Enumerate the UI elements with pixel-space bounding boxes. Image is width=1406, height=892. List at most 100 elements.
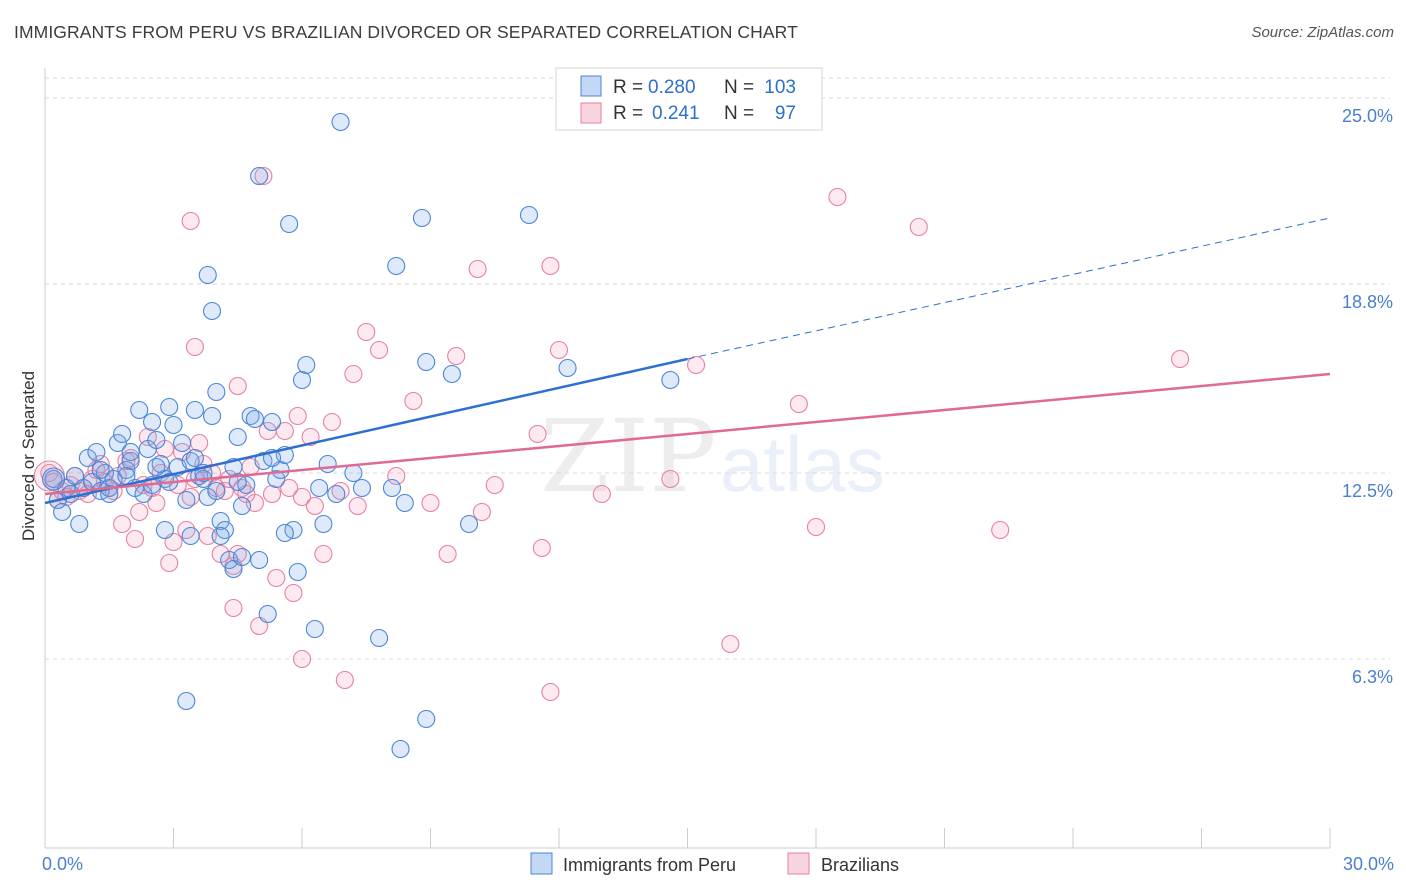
scatter-point — [232, 547, 252, 567]
legend-n-value-brazilians: 97 — [775, 103, 796, 124]
legend-n-label-brazilians: N = — [724, 103, 754, 124]
scatter-point — [404, 391, 423, 411]
scatter-point — [267, 469, 286, 489]
scatter-point — [310, 478, 329, 498]
scatter-point — [203, 406, 222, 426]
scatter-point — [53, 502, 72, 522]
scatter-point — [181, 526, 200, 546]
scatter-point — [147, 457, 166, 477]
scatter-point — [280, 478, 299, 498]
legend-r-label-peru: R = — [613, 77, 643, 98]
scatter-point — [314, 514, 333, 534]
scatter-point — [207, 481, 226, 501]
scatter-point — [262, 484, 282, 504]
scatter-point — [314, 544, 333, 564]
scatter-point — [228, 427, 247, 447]
y-tick-label: 12.5% — [1342, 481, 1393, 501]
scatter-point — [207, 382, 226, 402]
scatter-point — [370, 340, 389, 360]
scatter-point — [160, 553, 179, 573]
scatter-point — [459, 514, 479, 534]
scatter-point — [417, 709, 436, 729]
scatter-point — [250, 166, 269, 186]
scatter-point — [211, 511, 230, 531]
scatter-point — [447, 346, 466, 366]
scatter-point — [228, 376, 247, 396]
scatter-point — [828, 187, 847, 207]
scatter-point — [335, 670, 354, 690]
scatter-point — [417, 352, 436, 372]
scatter-point — [442, 364, 461, 384]
scatter-point — [687, 355, 706, 375]
scatter-point — [160, 397, 179, 417]
scatter-point — [44, 469, 63, 489]
scatter-point — [370, 628, 389, 648]
legend-n-value-peru: 103 — [764, 77, 796, 98]
scatter-point — [789, 394, 808, 414]
scatter-point — [70, 514, 89, 534]
scatter-point — [258, 604, 277, 624]
legend-bottom-label-brazilians: Brazilians — [821, 855, 899, 875]
scatter-point — [280, 214, 299, 234]
y-tick-label: 25.0% — [1342, 106, 1393, 126]
scatter-point — [224, 598, 243, 618]
scatter-point — [391, 739, 410, 759]
scatter-point — [173, 433, 192, 453]
scatter-point — [211, 526, 230, 546]
y-axis-label: Divorced or Separated — [19, 371, 38, 541]
peru-points — [42, 112, 680, 759]
scatter-point — [991, 520, 1010, 540]
scatter-point — [267, 568, 286, 588]
scatter-point — [472, 502, 491, 522]
scatter-point — [181, 211, 200, 231]
scatter-point — [250, 550, 269, 570]
scatter-point — [412, 208, 431, 228]
source-label: Source: ZipAtlas.com — [1251, 24, 1394, 41]
scatter-point — [185, 400, 204, 420]
trend-line-peru-extension — [687, 217, 1331, 360]
legend-r-label-brazilians: R = — [613, 103, 643, 124]
legend-swatch-brazilians — [580, 102, 602, 124]
scatter-point — [232, 496, 252, 516]
scatter-point — [245, 409, 264, 429]
scatter-point — [121, 442, 140, 462]
scatter-point — [387, 256, 406, 276]
scatter-point — [528, 424, 547, 444]
y-tick-label: 6.3% — [1352, 667, 1393, 687]
scatter-point — [322, 412, 342, 432]
scatter-point — [661, 469, 680, 489]
x-tick-label-min: 0.0% — [42, 854, 83, 874]
scatter-point — [468, 259, 487, 279]
scatter-point — [485, 475, 504, 495]
scatter-point — [661, 370, 680, 390]
scatter-point — [305, 496, 324, 516]
legend-n-label-peru: N = — [724, 77, 754, 98]
scatter-point — [558, 358, 577, 378]
scatter-point — [228, 472, 247, 492]
scatter-point — [344, 364, 363, 384]
scatter-point — [275, 421, 294, 441]
legend-bottom-swatch-peru — [530, 852, 553, 875]
legend-bottom-swatch-brazilians — [787, 852, 810, 875]
scatter-point — [806, 517, 826, 537]
legend-bottom-label-peru: Immigrants from Peru — [563, 855, 736, 875]
scatter-point — [117, 466, 136, 486]
scatter-point — [592, 484, 611, 504]
scatter-point — [305, 619, 324, 639]
watermark-atlas: atlas — [720, 420, 885, 508]
x-tick-label-max: 30.0% — [1343, 854, 1394, 874]
trend-line-brazilians — [44, 372, 1331, 496]
legend-top-box — [555, 67, 823, 131]
scatter-point — [185, 337, 204, 357]
legend-r-value-peru: 0.280 — [648, 77, 696, 98]
scatter-point — [721, 634, 740, 654]
scatter-point — [164, 415, 183, 435]
scatter-point — [113, 424, 132, 444]
scatter-point — [108, 433, 127, 453]
scatter-point — [541, 256, 560, 276]
scatter-point — [357, 322, 376, 342]
trend-lines — [44, 217, 1331, 505]
scatter-point — [91, 460, 110, 480]
scatter-point — [292, 370, 312, 390]
